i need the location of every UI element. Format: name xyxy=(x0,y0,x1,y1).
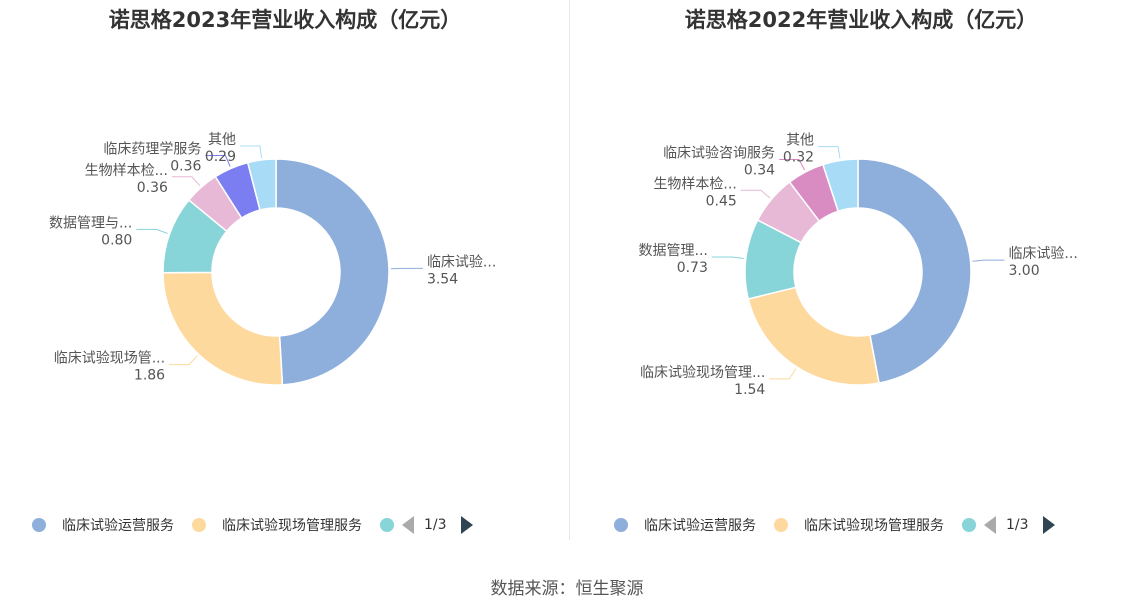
slice-value-label: 0.45 xyxy=(706,193,737,209)
slice-value-label: 0.36 xyxy=(137,180,168,196)
slice-value-label: 3.00 xyxy=(1008,263,1039,279)
pie-slice[interactable] xyxy=(246,158,277,211)
label-leader-line xyxy=(769,368,797,380)
legend-label: 临床试验运营服务 xyxy=(62,518,174,534)
slice-label: 临床药理学服务 xyxy=(103,142,201,158)
label-leader-line xyxy=(169,355,198,366)
slice-value-label: 0.34 xyxy=(744,163,775,179)
slice-label: 临床试验... xyxy=(427,254,496,270)
legend-2022: 临床试验运营服务 临床试验现场管理服务 1/3 xyxy=(614,513,1055,537)
pie-slice[interactable] xyxy=(747,286,880,386)
pie-slice[interactable] xyxy=(857,158,972,384)
label-leader-line xyxy=(818,146,841,159)
prev-page-icon[interactable] xyxy=(984,516,996,534)
legend-page-indicator: 1/3 xyxy=(424,517,447,533)
legend-pager: 1/3 xyxy=(402,516,473,534)
slice-label: 临床试验咨询服务 xyxy=(663,146,775,162)
slice-value-label: 0.73 xyxy=(677,260,708,276)
legend-swatch xyxy=(962,518,976,532)
data-source: 数据来源：恒生聚源 xyxy=(490,579,644,599)
slice-label: 其他 xyxy=(208,132,236,148)
legend-swatch xyxy=(774,518,788,532)
pie-slice[interactable] xyxy=(275,158,390,386)
legend-item[interactable]: 临床试验现场管理服务 xyxy=(774,515,944,535)
next-page-icon[interactable] xyxy=(460,516,473,534)
slice-value-label: 0.29 xyxy=(205,149,236,165)
chart-title-2022: 诺思格2022年营业收入构成（亿元） xyxy=(684,8,1038,32)
legend-label: 临床试验现场管理服务 xyxy=(804,518,944,534)
label-leader-line xyxy=(136,228,168,234)
legend-swatch xyxy=(192,518,206,532)
label-leader-line xyxy=(972,259,1005,262)
next-page-icon[interactable] xyxy=(1042,516,1055,534)
legend-item[interactable]: 临床试验运营服务 xyxy=(32,515,174,535)
slice-value-label: 1.54 xyxy=(734,382,765,398)
legend-item[interactable]: 临床试验现场管理服务 xyxy=(192,515,362,535)
label-leader-line xyxy=(205,155,231,167)
slice-value-label: 3.54 xyxy=(427,271,458,287)
label-leader-line xyxy=(711,256,744,259)
chart-title-2023: 诺思格2023年营业收入构成（亿元） xyxy=(108,8,462,32)
label-leader-line xyxy=(171,176,201,187)
legend-label: 临床试验运营服务 xyxy=(644,518,756,534)
legend-item-partial[interactable] xyxy=(962,518,976,532)
donut-0: 临床试验...3.54 临床试验现场管...1.86 数据管理与...0.80 生物样… xyxy=(49,132,496,386)
panel-divider xyxy=(569,0,570,540)
legend-page-indicator: 1/3 xyxy=(1006,517,1029,533)
slice-value-label: 0.32 xyxy=(783,150,814,166)
legend-item-partial[interactable] xyxy=(380,518,394,532)
legend-swatch xyxy=(32,518,46,532)
slice-label: 生物样本检... xyxy=(653,176,736,192)
legend-swatch xyxy=(614,518,628,532)
label-leader-line xyxy=(239,145,263,158)
slice-label: 临床试验现场管... xyxy=(54,351,165,367)
legend-swatch xyxy=(380,518,394,532)
slice-label: 生物样本检... xyxy=(85,163,168,179)
slice-label: 其他 xyxy=(786,133,814,149)
legend-pager: 1/3 xyxy=(984,516,1055,534)
slice-label: 临床试验现场管理... xyxy=(640,365,765,381)
slice-label: 临床试验... xyxy=(1008,246,1077,262)
slice-label: 数据管理... xyxy=(639,243,708,259)
donut-1: 临床试验...3.00 临床试验现场管理...1.54 数据管理...0.73 生物样… xyxy=(639,133,1078,398)
label-leader-line xyxy=(740,189,771,199)
slice-value-label: 1.86 xyxy=(134,368,165,384)
legend-item[interactable]: 临床试验运营服务 xyxy=(614,515,756,535)
slice-value-label: 0.36 xyxy=(170,159,201,175)
legend-2023: 临床试验运营服务 临床试验现场管理服务 1/3 xyxy=(32,513,473,537)
pie-slice[interactable] xyxy=(162,271,284,386)
pie-slice[interactable] xyxy=(822,158,859,213)
prev-page-icon[interactable] xyxy=(402,516,414,534)
slice-value-label: 0.80 xyxy=(101,232,132,248)
slice-label: 数据管理与... xyxy=(49,215,132,231)
label-leader-line xyxy=(779,159,806,171)
legend-label: 临床试验现场管理服务 xyxy=(222,518,362,534)
